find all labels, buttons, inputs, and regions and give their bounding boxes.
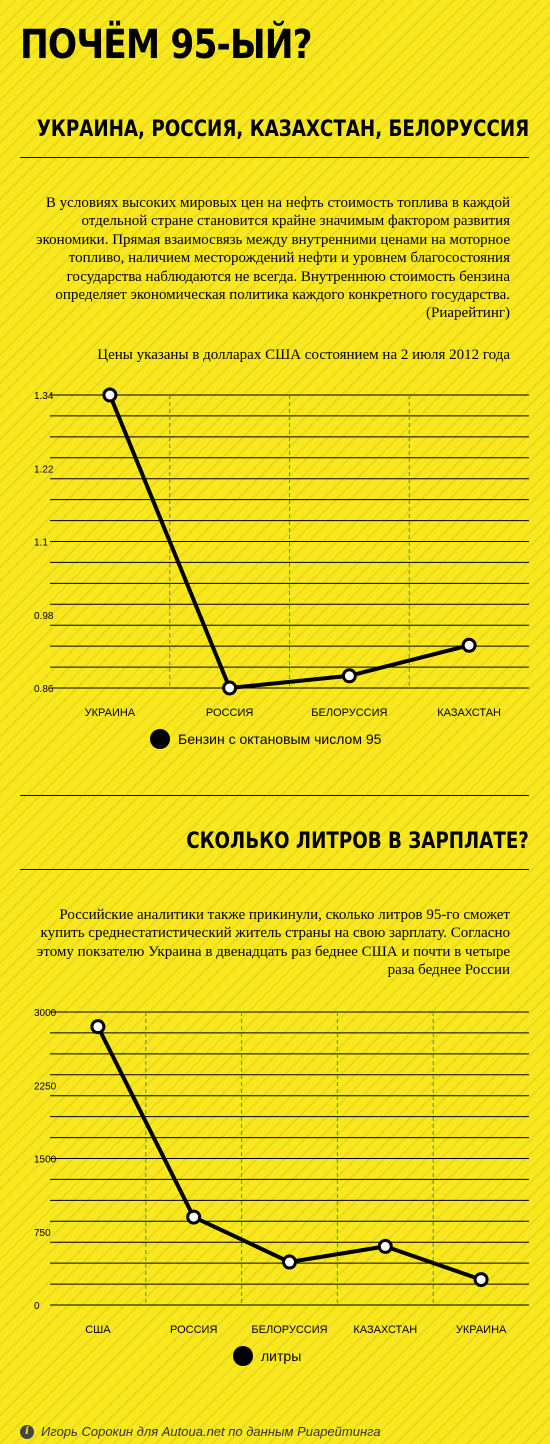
y-tick-label: 1.34 [34, 391, 54, 402]
data-point [341, 668, 357, 684]
y-tick-label: 2250 [34, 1081, 57, 1092]
section1-heading: УКРАИНА, РОССИЯ, КАЗАХСТАН, БЕЛОРУССИЯ [36, 117, 529, 142]
section1-note: Цены указаны в долларах США состоянием н… [97, 347, 510, 363]
chart1-legend-label: Бензин с октановым числом 95 [178, 731, 382, 747]
section1-paragraph: В условиях высоких мировых цен на нефть … [36, 195, 510, 322]
series-line [96, 1025, 482, 1282]
chart2-legend: литры [233, 1346, 301, 1366]
x-tick-label: КАЗАХСТАН [353, 1324, 417, 1336]
x-tick-label: РОССИЯ [170, 1324, 217, 1336]
section-separator [20, 795, 529, 796]
section2-divider [20, 869, 529, 870]
data-point [90, 1019, 106, 1035]
data-point [222, 680, 238, 696]
chart2-legend-label: литры [261, 1348, 302, 1364]
x-tick-label: РОССИЯ [206, 707, 253, 719]
y-tick-label: 3000 [34, 1008, 57, 1019]
y-tick-label: 0.98 [34, 611, 54, 622]
fuel-price-chart: 1.34 1.22 1.1 0.98 0.86 УКРАИНА РОССИЯ БЕЛОРУСС… [34, 387, 529, 719]
legend-dot-icon [150, 729, 170, 749]
data-point [377, 1238, 393, 1254]
data-point [473, 1272, 489, 1288]
x-tick-label: КАЗАХСТАН [437, 707, 501, 719]
x-tick-label: БЕЛОРУССИЯ [311, 707, 387, 719]
x-tick-label: БЕЛОРУССИЯ [251, 1324, 327, 1336]
page-title: ПОЧЁМ 95-ЫЙ? [20, 22, 313, 68]
info-icon: i [20, 1424, 34, 1439]
x-tick-label: США [85, 1324, 111, 1336]
section2-heading: СКОЛЬКО ЛИТРОВ В ЗАРПЛАТЕ? [186, 829, 529, 854]
x-tick-label: УКРАИНА [456, 1324, 507, 1336]
y-tick-label: 750 [34, 1228, 51, 1239]
section1-divider [20, 157, 529, 158]
data-point [102, 387, 118, 403]
liters-per-salary-chart: 3000 2250 1500 750 0 США РОССИЯ БЕЛОРУССИЯ КАЗАХ… [34, 1008, 529, 1336]
data-point [186, 1209, 202, 1225]
x-tick-label: УКРАИНА [85, 707, 136, 719]
series-line [108, 394, 470, 690]
data-point [282, 1254, 297, 1270]
data-point [461, 637, 477, 653]
y-tick-label: 1500 [34, 1155, 57, 1166]
chart1-legend: Бензин с октановым числом 95 [150, 729, 381, 749]
y-tick-label: 1.22 [34, 464, 54, 475]
section2-paragraph: Российские аналитики также прикинули, ск… [36, 907, 510, 979]
y-tick-label: 0 [34, 1301, 40, 1312]
credit-text: Игорь Сорокин для Autoua.net по данным Р… [41, 1424, 381, 1439]
y-tick-label: 1.1 [34, 538, 48, 549]
credit-line: i Игорь Сорокин для Autoua.net по данным… [20, 1424, 381, 1439]
legend-dot-icon [233, 1346, 253, 1366]
y-tick-label: 0.86 [34, 684, 54, 695]
